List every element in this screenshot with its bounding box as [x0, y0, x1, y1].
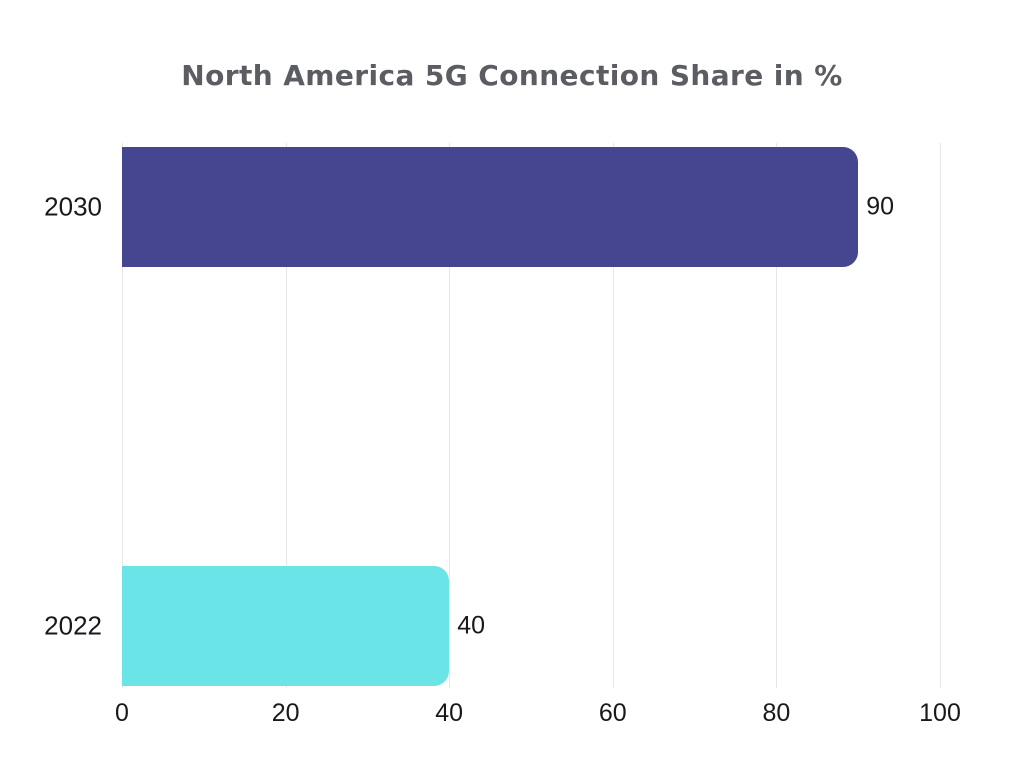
gridline-x-0: [122, 143, 123, 688]
plot-area: 0 20 40 60 80 100 2030 90 2022 40: [44, 143, 961, 727]
category-label-2030: 2030: [44, 191, 102, 222]
gridline-x-20: [285, 143, 287, 688]
value-label-2030: 90: [866, 192, 894, 221]
x-tick-label-40: 40: [435, 699, 464, 727]
gridline-x-100: [940, 143, 941, 688]
x-tick-label-100: 100: [919, 699, 961, 727]
chart-title: North America 5G Connection Share in %: [181, 59, 843, 92]
category-label-2022: 2022: [44, 610, 102, 641]
x-tick-label-80: 80: [762, 699, 791, 727]
gridline-x-40: [449, 143, 451, 688]
x-tick-label-60: 60: [598, 699, 627, 727]
value-label-2022: 40: [457, 611, 485, 640]
bar-2022[interactable]: [122, 566, 450, 686]
x-tick-label-0: 0: [115, 699, 129, 727]
bar-2030[interactable]: [122, 147, 859, 267]
gridline-x-80: [776, 143, 778, 688]
x-tick-label-20: 20: [271, 699, 300, 727]
gridline-x-60: [612, 143, 614, 688]
